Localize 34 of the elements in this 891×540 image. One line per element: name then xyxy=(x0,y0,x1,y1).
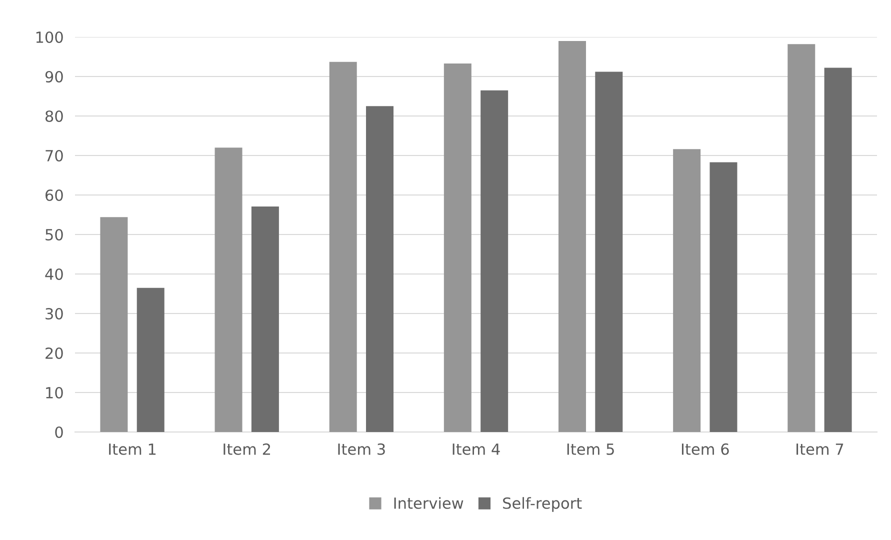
bar xyxy=(480,90,508,432)
x-tick-label: Item 3 xyxy=(338,443,385,455)
bar xyxy=(100,217,128,432)
x-tick-label: Item 6 xyxy=(682,443,729,455)
bar xyxy=(444,63,472,432)
x-tick-label: Item 4 xyxy=(452,444,500,455)
y-tick-label: 30 xyxy=(46,308,63,320)
x-tick-label: Item 1 xyxy=(109,444,156,455)
y-tick-label: 50 xyxy=(46,228,63,241)
x-tick-label: Item 7 xyxy=(796,444,844,455)
bar xyxy=(251,206,279,432)
legend-label: Self-report xyxy=(503,497,582,512)
x-tick-label: Item 5 xyxy=(567,444,614,455)
bar xyxy=(710,162,738,432)
bar xyxy=(329,62,357,432)
y-tick-label: 100 xyxy=(36,31,63,44)
y-tick-label: 10 xyxy=(46,386,63,399)
bar xyxy=(788,44,816,432)
y-tick-label: 70 xyxy=(46,150,63,162)
bar xyxy=(214,148,242,432)
y-tick-label: 60 xyxy=(46,189,63,202)
y-tick-label: 80 xyxy=(45,110,63,122)
y-tick-label: 40 xyxy=(45,268,63,280)
bar xyxy=(366,106,394,432)
x-tick-label: Item 2 xyxy=(224,443,270,455)
bar xyxy=(824,68,852,432)
y-tick-label: 0 xyxy=(55,426,63,438)
legend-label: Interview xyxy=(394,497,464,509)
bar xyxy=(595,72,623,432)
y-tick-label: 90 xyxy=(45,70,63,83)
bar xyxy=(558,40,586,432)
bar xyxy=(673,149,701,432)
bar xyxy=(136,288,164,432)
y-tick-label: 20 xyxy=(46,347,63,360)
